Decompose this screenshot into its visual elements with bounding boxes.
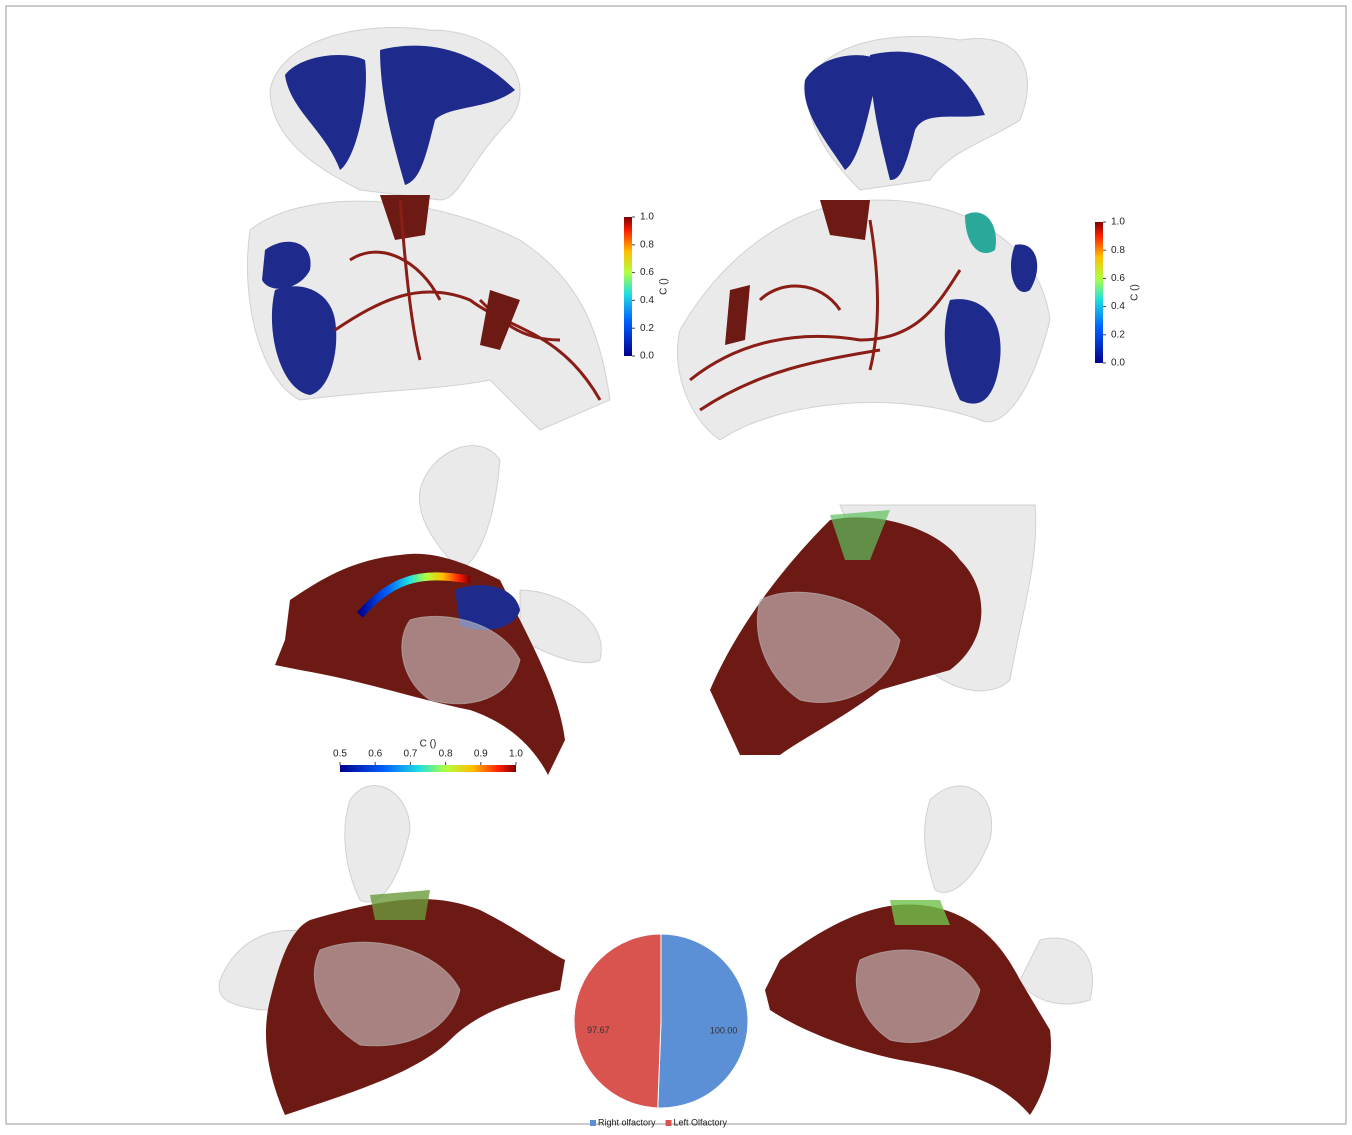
legend-swatch xyxy=(590,1120,596,1126)
pie-value-label: 100.00 xyxy=(710,1026,738,1036)
legend-label: Left Olfactory xyxy=(674,1117,728,1127)
colorbar-tick-label: 0.0 xyxy=(640,351,654,362)
figure: 0.0 0.2 0.4 0.6 0.8 1.0 C () 0.0 0.2 0.4 0.6 0.8 1.0… xyxy=(0,0,1352,1130)
colorbar-title: C () xyxy=(659,278,670,295)
pie-value-label: 97.67 xyxy=(587,1025,610,1035)
colorbar-tick-label: 0.2 xyxy=(640,323,654,334)
colorbar-tick-label: 0.8 xyxy=(640,239,654,250)
colorbar-tick-label: 0.6 xyxy=(1111,273,1125,284)
colorbar-tick-label: 1.0 xyxy=(1111,217,1125,228)
colorbar-tick-label: 0.0 xyxy=(1111,358,1125,369)
colorbar-tick-label: 0.2 xyxy=(1111,329,1125,340)
colorbar-tick-label: 0.5 xyxy=(333,749,347,760)
colorbar-title: C () xyxy=(420,739,437,750)
render-top-right xyxy=(677,36,1050,440)
colorbar-tick-label: 0.8 xyxy=(1111,245,1125,256)
colorbar xyxy=(340,765,516,772)
colorbar-tick-label: 0.6 xyxy=(640,267,654,278)
render-middle-left xyxy=(275,446,601,775)
colorbar-tick-label: 0.6 xyxy=(368,749,382,760)
colorbar-tick-label: 1.0 xyxy=(509,749,523,760)
colorbar-title: C () xyxy=(1130,284,1141,301)
render-bottom-left xyxy=(219,786,565,1115)
colorbar-tick-label: 0.8 xyxy=(439,749,453,760)
colorbar-tick-label: 1.0 xyxy=(640,212,654,223)
colorbar-tick-label: 0.9 xyxy=(474,749,488,760)
colorbar xyxy=(1095,222,1103,363)
legend-label: Right olfactory xyxy=(598,1117,656,1127)
colorbar-tick-label: 0.4 xyxy=(1111,301,1125,312)
colorbar xyxy=(624,217,632,356)
render-bottom-right xyxy=(765,786,1093,1115)
pie-slice xyxy=(574,934,661,1108)
legend-swatch xyxy=(666,1120,672,1126)
colorbar-tick-label: 0.7 xyxy=(403,749,417,760)
render-middle-right xyxy=(710,505,1036,755)
render-top-left xyxy=(247,28,610,431)
pie-slice xyxy=(658,934,748,1108)
colorbar-tick-label: 0.4 xyxy=(640,295,654,306)
